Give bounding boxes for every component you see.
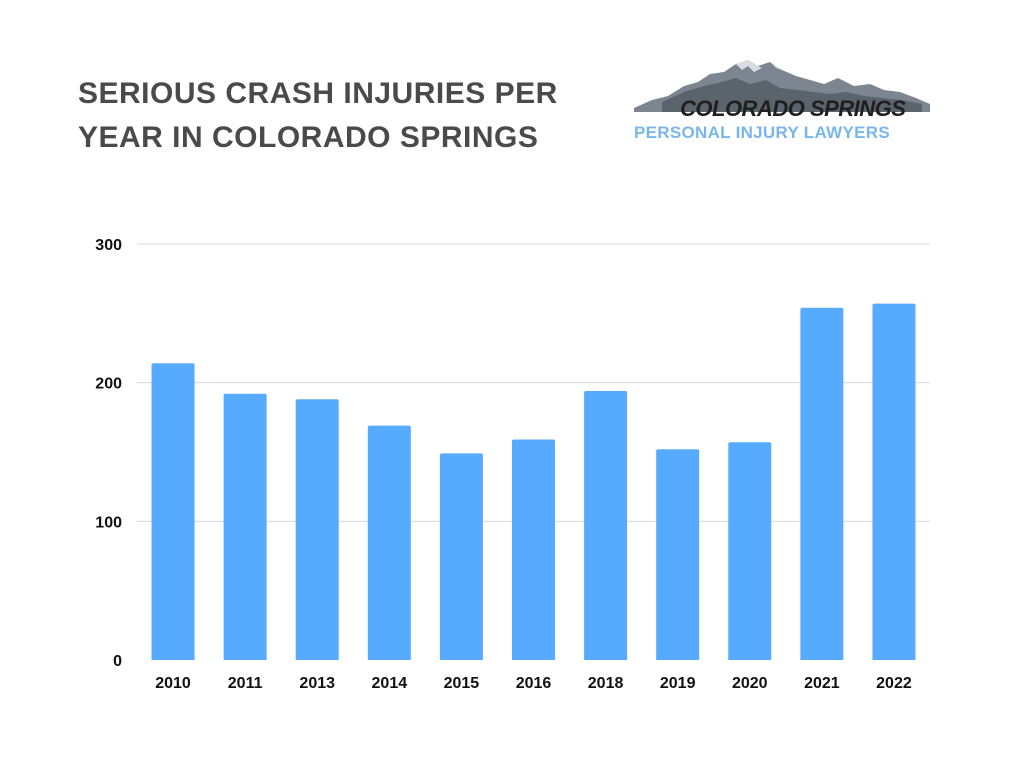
x-tick-label-2020: 2020 — [732, 675, 768, 692]
x-tick-label-2018: 2018 — [588, 675, 624, 692]
x-tick-label-2013: 2013 — [299, 675, 335, 692]
x-tick-label-2011: 2011 — [228, 675, 263, 692]
y-axis-ticks: 0 100 200 300 — [95, 237, 122, 670]
bar-2013 — [295, 399, 339, 660]
mountain-logo-icon — [634, 60, 930, 112]
bar-series — [151, 303, 916, 660]
bar-2018 — [584, 390, 628, 660]
bar-2021 — [800, 307, 844, 660]
bar-2016 — [512, 439, 555, 660]
logo-text-secondary: PERSONAL INJURY LAWYERS — [634, 123, 890, 142]
company-logo: COLORADO SPRINGS PERSONAL INJURY LAWYERS — [632, 56, 932, 148]
x-tick-label-2019: 2019 — [660, 675, 696, 692]
y-tick-label: 0 — [113, 653, 122, 670]
y-tick-label: 100 — [95, 514, 122, 531]
y-tick-label: 300 — [95, 237, 122, 254]
logo-text-primary: COLORADO SPRINGS — [680, 96, 906, 121]
chart-title: SERIOUS CRASH INJURIES PER YEAR IN COLOR… — [78, 72, 618, 160]
bar-2022 — [872, 303, 916, 660]
bar-2015 — [439, 453, 483, 660]
bar-2011 — [223, 393, 267, 660]
bar-2020 — [728, 442, 772, 660]
chart-title-line-1: SERIOUS CRASH INJURIES PER — [78, 77, 558, 110]
chart-title-line-2: YEAR IN COLORADO SPRINGS — [78, 121, 539, 154]
x-tick-label-2016: 2016 — [516, 675, 552, 692]
bar-2019 — [656, 449, 700, 660]
bar-2010 — [151, 363, 195, 660]
x-tick-label-2010: 2010 — [155, 675, 191, 692]
x-tick-label-2014: 2014 — [372, 675, 408, 692]
bar-2014 — [367, 425, 411, 660]
x-tick-label-2015: 2015 — [444, 675, 480, 692]
y-tick-label: 200 — [95, 376, 122, 393]
x-tick-label-2021: 2021 — [804, 675, 840, 692]
x-axis-ticks: 2010 2011 2013 2014 2015 2016 2018 2019 2020 2021… — [155, 675, 912, 692]
x-tick-label-2022: 2022 — [876, 675, 912, 692]
